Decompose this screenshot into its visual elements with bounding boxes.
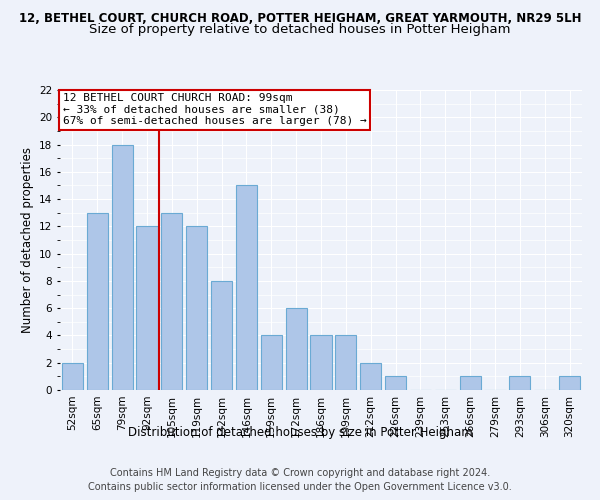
Bar — [186, 226, 207, 390]
Text: Size of property relative to detached houses in Potter Heigham: Size of property relative to detached ho… — [89, 22, 511, 36]
Text: 12 BETHEL COURT CHURCH ROAD: 99sqm
← 33% of detached houses are smaller (38)
67%: 12 BETHEL COURT CHURCH ROAD: 99sqm ← 33%… — [62, 93, 367, 126]
Bar — [236, 186, 257, 390]
Bar — [335, 336, 356, 390]
Bar — [87, 212, 108, 390]
Text: Distribution of detached houses by size in Potter Heigham: Distribution of detached houses by size … — [128, 426, 472, 439]
Text: 12, BETHEL COURT, CHURCH ROAD, POTTER HEIGHAM, GREAT YARMOUTH, NR29 5LH: 12, BETHEL COURT, CHURCH ROAD, POTTER HE… — [19, 12, 581, 26]
Bar — [385, 376, 406, 390]
Bar — [161, 212, 182, 390]
Bar — [261, 336, 282, 390]
Bar — [286, 308, 307, 390]
Y-axis label: Number of detached properties: Number of detached properties — [20, 147, 34, 333]
Text: Contains public sector information licensed under the Open Government Licence v3: Contains public sector information licen… — [88, 482, 512, 492]
Bar — [62, 362, 83, 390]
Bar — [112, 144, 133, 390]
Bar — [559, 376, 580, 390]
Text: Contains HM Land Registry data © Crown copyright and database right 2024.: Contains HM Land Registry data © Crown c… — [110, 468, 490, 477]
Bar — [211, 281, 232, 390]
Bar — [310, 336, 332, 390]
Bar — [509, 376, 530, 390]
Bar — [460, 376, 481, 390]
Bar — [136, 226, 158, 390]
Bar — [360, 362, 381, 390]
